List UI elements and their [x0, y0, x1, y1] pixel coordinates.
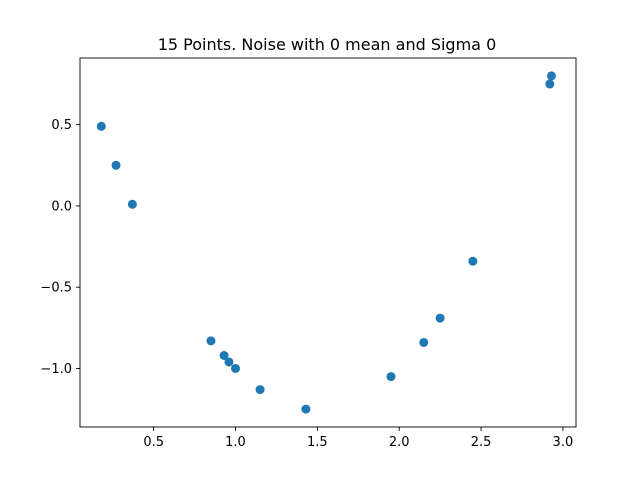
- y-tick-label: 0.0: [51, 199, 72, 214]
- x-tick-label: 0.5: [143, 435, 164, 450]
- data-point: [435, 313, 445, 323]
- data-point: [468, 256, 478, 266]
- y-tick-label: −0.5: [40, 281, 72, 296]
- x-tick-label: 2.0: [389, 435, 410, 450]
- data-point: [219, 350, 229, 360]
- data-point: [231, 363, 241, 373]
- data-point: [301, 404, 311, 414]
- y-axis: 0.5 0.0 −0.5 −1.0: [40, 118, 80, 377]
- data-point: [96, 121, 106, 131]
- x-tick-label: 3.0: [553, 435, 574, 450]
- x-axis: 0.5 1.0 1.5 2.0 2.5 3.0: [143, 427, 573, 450]
- x-tick-label: 2.5: [471, 435, 492, 450]
- data-point: [419, 337, 429, 347]
- data-point: [386, 372, 396, 382]
- data-point: [206, 336, 216, 346]
- plot-area-frame: [79, 57, 577, 428]
- x-tick-label: 1.5: [307, 435, 328, 450]
- data-point: [255, 385, 265, 395]
- scatter-series: [96, 71, 556, 414]
- y-tick-label: 0.5: [51, 118, 72, 133]
- data-point: [545, 79, 555, 89]
- chart-title: 15 Points. Noise with 0 mean and Sigma 0: [158, 35, 497, 54]
- data-point: [224, 357, 234, 367]
- data-point: [111, 160, 121, 170]
- data-point: [127, 199, 137, 209]
- data-point: [546, 71, 556, 81]
- x-tick-label: 1.0: [225, 435, 246, 450]
- y-tick-label: −1.0: [40, 362, 72, 377]
